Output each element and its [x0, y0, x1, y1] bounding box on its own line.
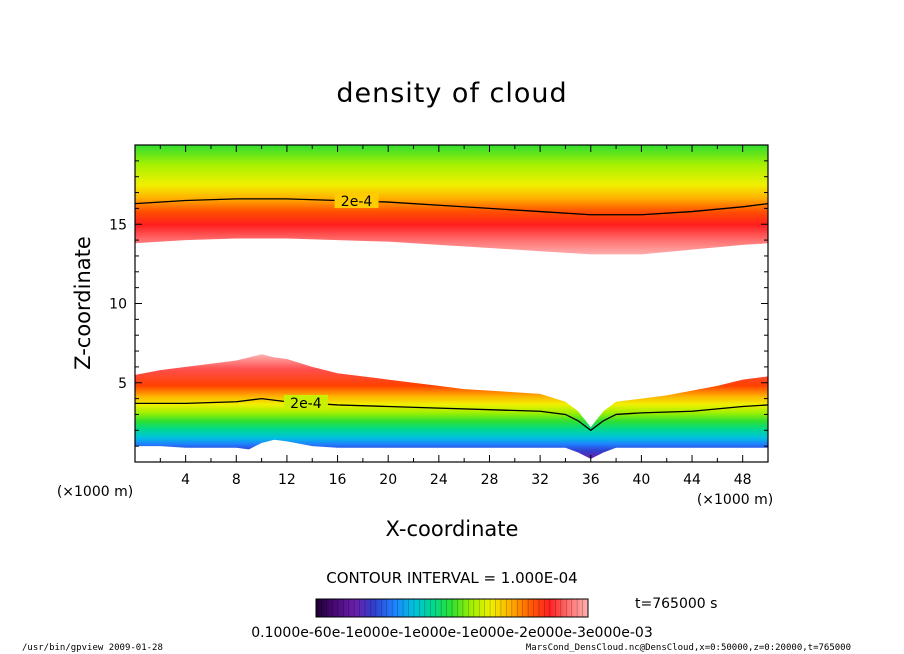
y-tick-label: 5 [118, 376, 127, 392]
contour-label: 2e-4 [341, 194, 373, 210]
x-axis-label: X-coordinate [386, 517, 519, 541]
colorbar-labels: 0.1000e-60e-1e000e-1e000e-1e000e-2e000e-… [251, 625, 652, 641]
x-tick-label: 32 [531, 472, 549, 488]
x-tick-label: 48 [734, 472, 752, 488]
time-label: t=765000 s [635, 596, 717, 612]
chart-title: density of cloud [336, 78, 567, 109]
contour-line [135, 397, 768, 432]
x-tick-label: 12 [278, 472, 296, 488]
y-axis-unit: (×1000 m) [57, 484, 133, 500]
colorbar [315, 598, 589, 618]
x-tick-label: 28 [481, 472, 499, 488]
y-tick-label: 10 [109, 297, 127, 313]
x-tick-label: 24 [430, 472, 448, 488]
x-tick-label: 8 [232, 472, 241, 488]
contour-line [135, 198, 768, 216]
y-tick-label: 15 [109, 217, 127, 233]
x-tick-label: 4 [181, 472, 190, 488]
x-tick-label: 16 [329, 472, 347, 488]
x-tick-label: 44 [683, 472, 701, 488]
contour-label-bg [283, 394, 328, 410]
x-axis-unit: (×1000 m) [697, 492, 773, 508]
plot-area: 2e-4 2e-4 [135, 145, 768, 462]
x-axis-ticks: 4 8 12 16 20 24 28 32 36 40 44 48 [159, 145, 752, 488]
contour-lines: 2e-4 2e-4 [135, 193, 768, 432]
lower-cloud-layer [135, 354, 768, 459]
x-tick-label: 20 [379, 472, 397, 488]
x-tick-label: 36 [582, 472, 600, 488]
footer-left: /usr/bin/gpview 2009-01-28 [22, 643, 163, 653]
x-tick-label: 40 [632, 472, 650, 488]
upper-cloud-layer [135, 145, 768, 255]
contour-interval: CONTOUR INTERVAL = 1.000E-04 [326, 569, 577, 587]
y-axis-label: Z-coordinate [71, 236, 95, 370]
footer-right: MarsCond_DensCloud.nc@DensCloud,x=0:5000… [526, 643, 851, 653]
contour-label: 2e-4 [290, 396, 322, 412]
y-axis-ticks: 5 10 15 [109, 160, 768, 447]
contour-label-bg [334, 193, 379, 209]
